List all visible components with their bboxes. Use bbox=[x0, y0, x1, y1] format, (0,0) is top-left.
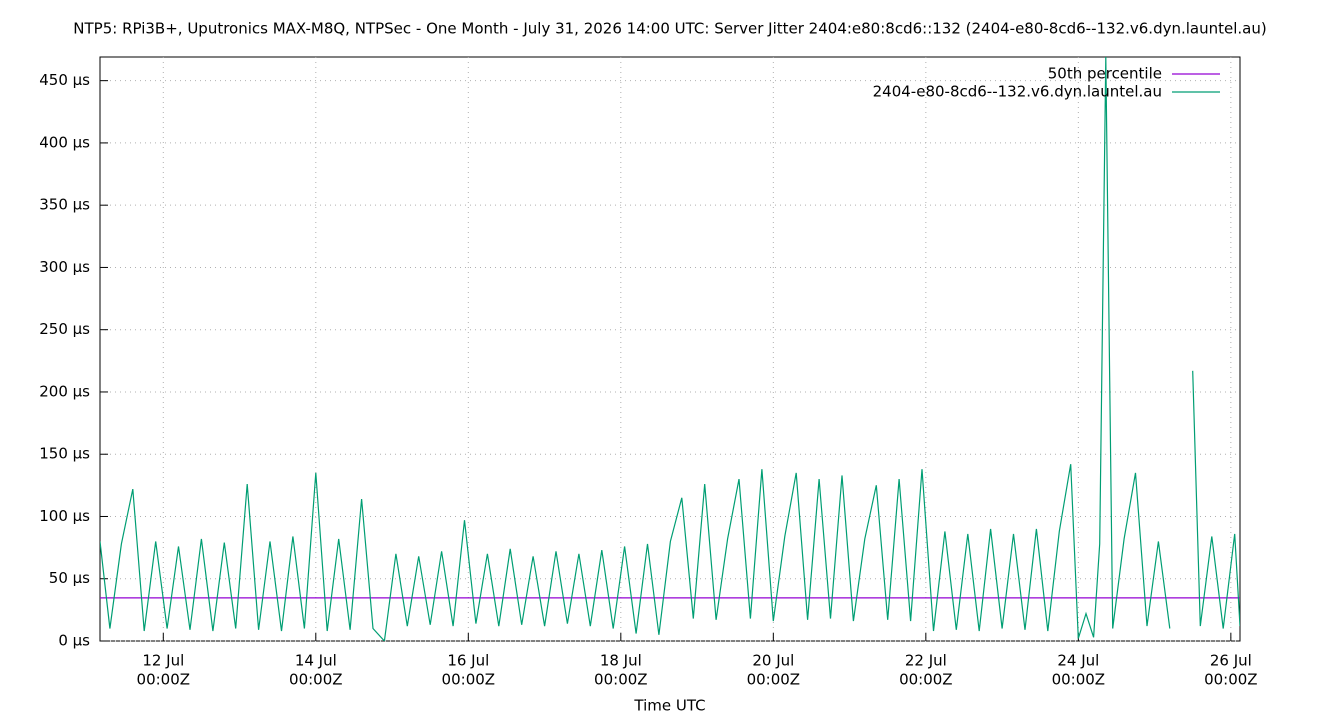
x-tick-label: 12 Jul bbox=[142, 652, 184, 670]
x-tick-label: 00:00Z bbox=[137, 671, 191, 689]
x-tick-label: 00:00Z bbox=[747, 671, 801, 689]
x-tick-label: 00:00Z bbox=[594, 671, 648, 689]
x-tick-label: 14 Jul bbox=[295, 652, 337, 670]
x-tick-label: 00:00Z bbox=[289, 671, 343, 689]
x-tick-label: 16 Jul bbox=[447, 652, 489, 670]
x-tick-label: 24 Jul bbox=[1057, 652, 1099, 670]
y-tick-label: 100 µs bbox=[39, 507, 90, 525]
x-tick-label: 00:00Z bbox=[899, 671, 953, 689]
y-tick-label: 450 µs bbox=[39, 71, 90, 89]
x-tick-label: 26 Jul bbox=[1210, 652, 1252, 670]
y-tick-label: 150 µs bbox=[39, 445, 90, 463]
legend-label: 50th percentile bbox=[1048, 65, 1162, 83]
x-tick-label: 00:00Z bbox=[1204, 671, 1258, 689]
x-tick-label: 18 Jul bbox=[600, 652, 642, 670]
y-tick-label: 200 µs bbox=[39, 382, 90, 400]
series-line bbox=[100, 57, 1240, 641]
x-tick-label: 00:00Z bbox=[442, 671, 496, 689]
x-axis-label: Time UTC bbox=[633, 697, 705, 715]
y-tick-label: 400 µs bbox=[39, 133, 90, 151]
legend-label: 2404-e80-8cd6--132.v6.dyn.launtel.au bbox=[873, 83, 1162, 101]
y-tick-label: 300 µs bbox=[39, 258, 90, 276]
y-tick-label: 350 µs bbox=[39, 196, 90, 214]
chart-title: NTP5: RPi3B+, Uputronics MAX-M8Q, NTPSec… bbox=[73, 20, 1266, 38]
x-tick-label: 00:00Z bbox=[1052, 671, 1106, 689]
y-tick-label: 50 µs bbox=[49, 569, 90, 587]
x-tick-label: 20 Jul bbox=[752, 652, 794, 670]
y-tick-label: 0 µs bbox=[58, 632, 90, 650]
y-tick-label: 250 µs bbox=[39, 320, 90, 338]
x-tick-label: 22 Jul bbox=[905, 652, 947, 670]
